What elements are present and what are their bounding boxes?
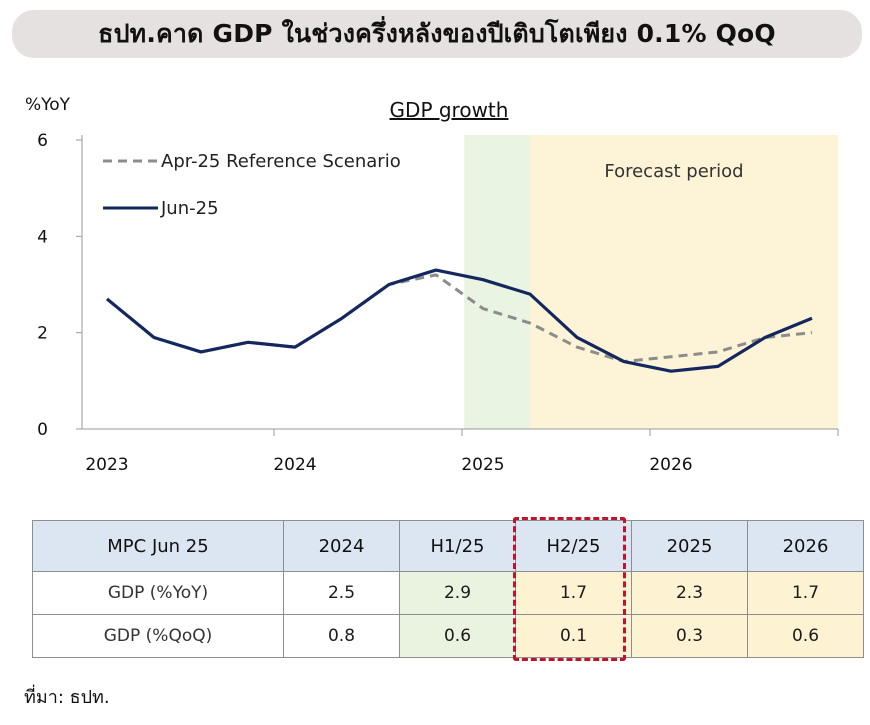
series-line bbox=[106, 273, 813, 364]
table-row: GDP (%QoQ) 0.8 0.6 0.1 0.3 0.6 bbox=[32, 614, 864, 658]
table-header-cell: 2026 bbox=[747, 520, 864, 572]
row-label: GDP (%QoQ) bbox=[32, 614, 284, 658]
table-cell: 2.3 bbox=[631, 571, 748, 615]
table-cell: 2.5 bbox=[283, 571, 400, 615]
gdp-growth-chart: Forecast period 0 2 4 6 2023 2024 2025 2026 GDP… bbox=[25, 95, 839, 475]
x-tick-label: 2023 bbox=[85, 455, 128, 475]
table-header-cell: H2/25 bbox=[515, 520, 632, 572]
x-tick-label: 2025 bbox=[461, 455, 504, 475]
shaded-region bbox=[530, 135, 838, 429]
table-cell: 0.1 bbox=[515, 614, 632, 658]
source-note: ที่มา: ธปท. bbox=[24, 687, 110, 708]
y-tick-label: 0 bbox=[37, 420, 48, 440]
forecast-table: MPC Jun 25 2024 H1/25 H2/25 2025 2026 GD… bbox=[32, 520, 864, 658]
shaded-region bbox=[464, 135, 530, 429]
table-row: GDP (%YoY) 2.5 2.9 1.7 2.3 1.7 bbox=[32, 571, 864, 615]
table-cell: 1.7 bbox=[747, 571, 864, 615]
table-cell: 0.6 bbox=[399, 614, 516, 658]
h2-25-highlight-box bbox=[513, 517, 626, 661]
table-cell: 2.9 bbox=[399, 571, 516, 615]
banner-title: ธปท.คาด GDP ในช่วงครึ่งหลังของปีเติบโตเพ… bbox=[98, 19, 776, 48]
table-cell: 0.3 bbox=[631, 614, 748, 658]
series-line bbox=[105, 268, 813, 373]
table-header-row: MPC Jun 25 2024 H1/25 H2/25 2025 2026 bbox=[32, 520, 864, 572]
table-cell: 0.6 bbox=[747, 614, 864, 658]
table-cell: 0.8 bbox=[283, 614, 400, 658]
y-tick-label: 6 bbox=[37, 131, 48, 151]
table-header-cell: H1/25 bbox=[399, 520, 516, 572]
y-tick-label: 4 bbox=[37, 227, 48, 247]
shaded-region-label: Forecast period bbox=[604, 161, 743, 182]
x-tick-label: 2024 bbox=[273, 455, 316, 475]
chart-title: GDP growth bbox=[390, 98, 509, 122]
y-axis-label: %YoY bbox=[25, 95, 71, 115]
legend-entry: Apr-25 Reference Scenario bbox=[161, 151, 401, 172]
y-tick-label: 2 bbox=[37, 324, 48, 344]
table-header-cell: 2025 bbox=[631, 520, 748, 572]
table-header-cell: MPC Jun 25 bbox=[32, 520, 284, 572]
row-label: GDP (%YoY) bbox=[32, 571, 284, 615]
title-banner: ธปท.คาด GDP ในช่วงครึ่งหลังของปีเติบโตเพ… bbox=[12, 10, 862, 58]
x-tick-label: 2026 bbox=[649, 455, 692, 475]
table-header-cell: 2024 bbox=[283, 520, 400, 572]
legend-entry: Jun-25 bbox=[160, 198, 219, 219]
